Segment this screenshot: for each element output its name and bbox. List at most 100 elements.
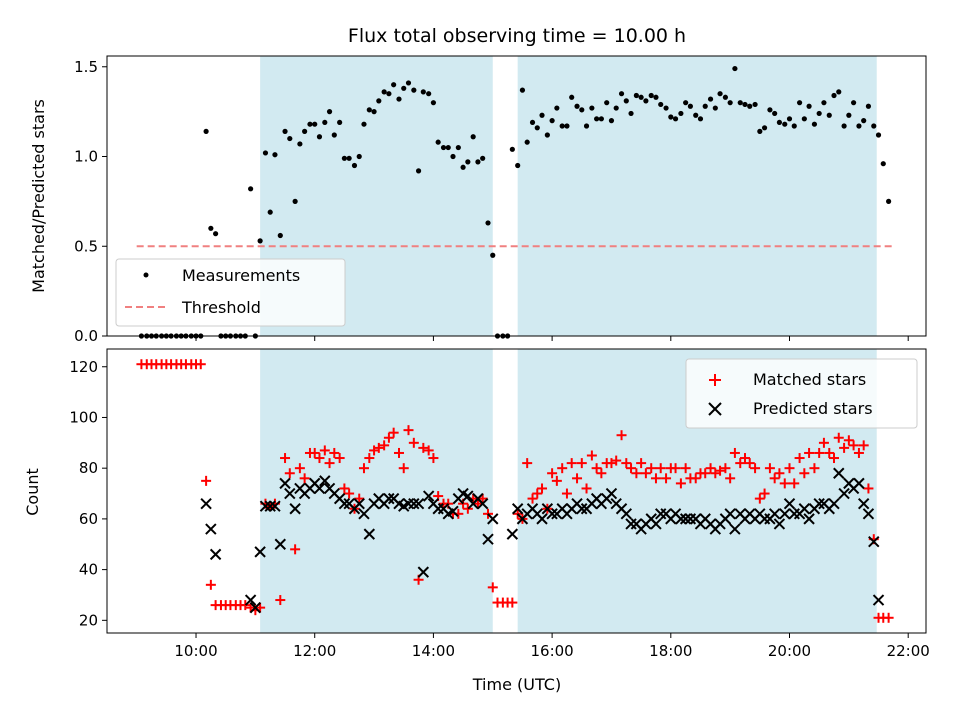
measurement-point bbox=[267, 209, 273, 215]
measurement-point bbox=[747, 103, 753, 109]
observing-window-2 bbox=[517, 56, 877, 336]
matched-point bbox=[364, 453, 375, 464]
matched-point bbox=[383, 432, 394, 443]
predicted-point bbox=[511, 503, 524, 515]
matched-point bbox=[848, 440, 859, 451]
matched-point bbox=[809, 463, 820, 474]
x-tick-label: 16:00 bbox=[530, 642, 573, 660]
predicted-point bbox=[862, 508, 875, 520]
predicted-point bbox=[462, 490, 474, 502]
matched-point bbox=[824, 447, 835, 458]
measurement-point bbox=[257, 238, 263, 244]
predicted-point bbox=[487, 513, 499, 525]
matched-point bbox=[344, 488, 355, 499]
measurement-point bbox=[841, 123, 847, 129]
predicted-point bbox=[768, 508, 781, 520]
measurement-point bbox=[539, 112, 545, 118]
measurement-point bbox=[381, 89, 387, 95]
matched-point bbox=[284, 468, 295, 479]
measurement-point bbox=[544, 132, 550, 138]
measurement-point bbox=[687, 103, 693, 109]
measurement-point bbox=[445, 144, 451, 151]
predicted-point bbox=[857, 497, 870, 510]
matched-point bbox=[735, 458, 746, 469]
predicted-point bbox=[828, 497, 840, 510]
measurement-point bbox=[816, 110, 822, 117]
x-axis-label: Time (UTC) bbox=[472, 675, 561, 694]
y-tick-label: 80 bbox=[79, 459, 98, 477]
legend-measurements-label: Measurements bbox=[182, 266, 300, 285]
measurement-point bbox=[455, 144, 461, 151]
measurement-point bbox=[435, 139, 441, 145]
measurement-point bbox=[712, 105, 718, 111]
matched-point bbox=[309, 447, 320, 458]
measurement-point bbox=[371, 109, 377, 115]
measurement-point bbox=[583, 123, 590, 129]
measurement-point bbox=[376, 98, 382, 104]
predicted-point bbox=[259, 500, 272, 512]
predicted-point bbox=[338, 497, 351, 510]
measurement-point bbox=[460, 164, 466, 170]
y-tick-label: 1.5 bbox=[74, 58, 98, 76]
measurement-point bbox=[272, 152, 278, 158]
matched-point bbox=[705, 463, 716, 474]
measurement-point bbox=[213, 231, 219, 237]
measurement-point bbox=[722, 94, 729, 100]
predicted-point bbox=[868, 536, 880, 548]
matched-point bbox=[581, 483, 592, 494]
matched-point bbox=[324, 458, 335, 469]
matched-point bbox=[255, 602, 266, 613]
measurement-point bbox=[515, 162, 521, 169]
measurement-point bbox=[509, 146, 515, 152]
matched-point bbox=[201, 475, 212, 486]
matched-point bbox=[358, 463, 369, 474]
matched-point bbox=[769, 473, 780, 484]
measurement-point bbox=[880, 161, 886, 167]
matched-point bbox=[744, 458, 755, 469]
matched-point bbox=[754, 493, 765, 504]
matched-point bbox=[750, 463, 761, 474]
predicted-point bbox=[200, 497, 212, 510]
predicted-point bbox=[289, 503, 301, 515]
measurement-point bbox=[648, 92, 654, 99]
y-tick-label: 0.0 bbox=[74, 327, 98, 345]
measurement-point bbox=[826, 112, 832, 118]
predicted-point bbox=[798, 503, 811, 515]
predicted-point bbox=[803, 513, 815, 525]
measurement-point bbox=[742, 101, 748, 108]
measurement-point bbox=[871, 123, 877, 129]
measurement-point bbox=[623, 98, 629, 104]
measurement-point bbox=[391, 82, 397, 88]
measurement-point bbox=[767, 107, 773, 113]
y-tick-label: 120 bbox=[69, 358, 98, 376]
measurement-point bbox=[346, 155, 352, 161]
matched-point bbox=[403, 425, 414, 436]
measurement-point bbox=[297, 141, 303, 147]
matched-point bbox=[843, 435, 854, 446]
measurement-point bbox=[554, 105, 560, 111]
measurement-point bbox=[633, 92, 639, 99]
matched-point bbox=[818, 437, 829, 448]
predicted-point bbox=[205, 523, 217, 535]
matched-point bbox=[477, 493, 488, 504]
y-tick-label: 100 bbox=[69, 408, 98, 426]
predicted-point bbox=[779, 508, 791, 520]
predicted-point bbox=[605, 487, 618, 500]
matched-point bbox=[319, 445, 330, 456]
matched-point bbox=[551, 475, 562, 486]
measurement-point bbox=[791, 123, 797, 129]
measurement-point bbox=[307, 121, 313, 127]
matched-point bbox=[393, 447, 404, 458]
predicted-point bbox=[412, 497, 425, 510]
matched-point bbox=[646, 463, 657, 474]
measurement-point bbox=[598, 116, 604, 122]
matched-point bbox=[280, 453, 291, 464]
matched-point bbox=[883, 612, 894, 623]
matched-point bbox=[294, 463, 305, 474]
predicted-point bbox=[274, 538, 287, 550]
measurement-point bbox=[401, 85, 407, 91]
matched-point bbox=[572, 473, 583, 484]
measurement-point bbox=[326, 109, 333, 115]
matched-point bbox=[314, 453, 325, 464]
top-panel-frame bbox=[106, 55, 927, 337]
